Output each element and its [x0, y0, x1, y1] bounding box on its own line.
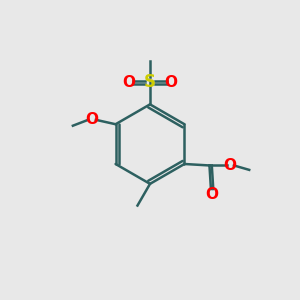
Text: S: S — [144, 73, 156, 91]
Text: O: O — [122, 75, 135, 90]
Text: O: O — [224, 158, 237, 173]
Text: O: O — [165, 75, 178, 90]
Text: O: O — [85, 112, 98, 127]
Text: O: O — [206, 187, 219, 202]
